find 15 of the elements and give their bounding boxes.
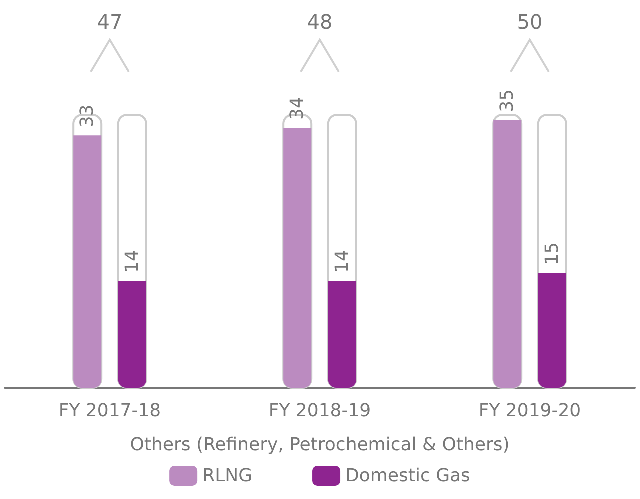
data-label: 33: [77, 104, 98, 128]
data-label: 35: [497, 89, 518, 112]
x-tick-label: FY 2017-18: [58, 400, 162, 422]
data-label: 14: [122, 250, 143, 273]
data-label: 14: [332, 250, 353, 273]
text: 47: [97, 10, 123, 34]
legend-label: RLNG: [202, 466, 253, 486]
x-tick-label: FY 2019-20: [478, 400, 582, 422]
data-label: 15: [542, 242, 563, 266]
text: 50: [517, 10, 543, 34]
legend-label: Domestic Gas: [346, 466, 470, 486]
data-label: 34: [287, 97, 308, 120]
x-tick-label: FY 2018-19: [268, 400, 372, 422]
x-axis-title: Others (Refinery, Petrochemical & Others): [130, 434, 510, 456]
text: 48: [307, 10, 333, 34]
